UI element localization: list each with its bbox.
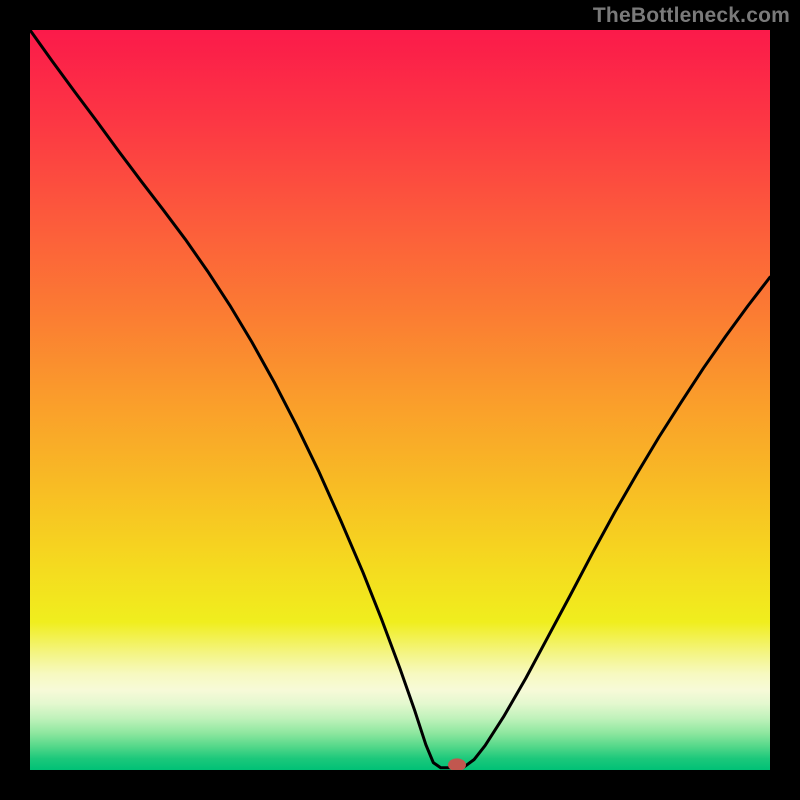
gradient-background <box>30 30 770 770</box>
plot-area <box>30 30 770 770</box>
chart-container: TheBottleneck.com <box>0 0 800 800</box>
plot-svg <box>30 30 770 770</box>
watermark-text: TheBottleneck.com <box>593 4 790 28</box>
